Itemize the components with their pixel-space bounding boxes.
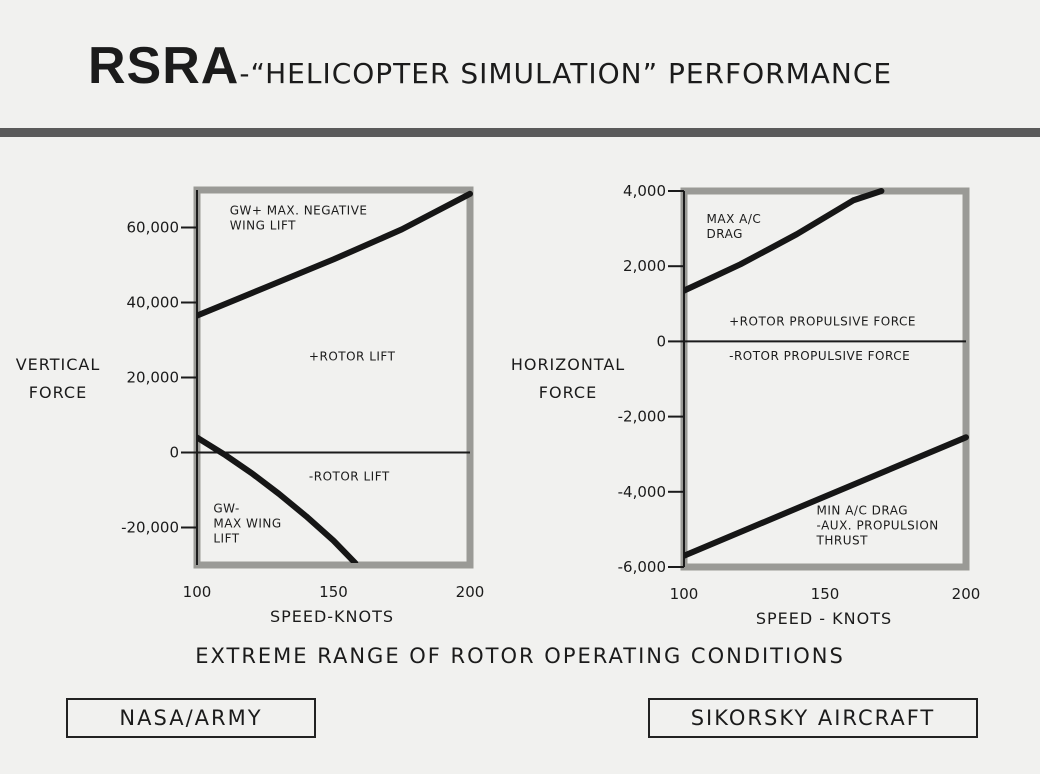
y-tick-label: -6,000	[618, 558, 666, 576]
series-line-1	[197, 190, 473, 319]
y-tick-label: -20,000	[121, 519, 179, 537]
annotation-text: GW+ MAX. NEGATIVE	[230, 203, 368, 217]
series-line-2	[684, 434, 969, 559]
x-tick-label: 100	[183, 583, 212, 601]
y-axis-label: HORIZONTAL	[511, 355, 625, 374]
y-tick-label: 2,000	[623, 257, 666, 275]
x-axis-label: SPEED-KNOTS	[270, 607, 394, 626]
annotation-text: GW-	[213, 502, 240, 516]
y-tick-label: 60,000	[127, 219, 180, 237]
annotation-text: +ROTOR LIFT	[309, 350, 396, 364]
annotation-text: LIFT	[213, 532, 239, 546]
credit-nasa-army: NASA/ARMY	[66, 698, 316, 738]
y-tick-label: -4,000	[618, 483, 666, 501]
annotation-text: DRAG	[707, 227, 743, 241]
annotation-text: MAX WING	[213, 517, 281, 531]
title-divider	[0, 128, 1040, 137]
annotation-text: -ROTOR PROPULSIVE FORCE	[729, 349, 910, 363]
vertical-force-chart: 60,000 40,000 20,000 0 -20,000 100 150 200 SPEED…	[16, 186, 485, 626]
y-tick-label: 40,000	[127, 294, 180, 312]
y-tick-label: 20,000	[127, 369, 180, 387]
x-tick-label: 200	[456, 583, 485, 601]
x-tick-label: 150	[319, 583, 348, 601]
title-acronym: RSRA	[88, 37, 240, 95]
y-tick-label: -2,000	[618, 408, 666, 426]
y-tick-label: 4,000	[623, 182, 666, 200]
series-line-1	[684, 188, 885, 294]
x-tick-label: 150	[811, 585, 840, 603]
series-line-2	[197, 434, 359, 563]
y-axis-label: VERTICAL	[16, 355, 101, 374]
credit-sikorsky: SIKORSKY AIRCRAFT	[648, 698, 978, 738]
slide-title: RSRA-“HELICOPTER SIMULATION” PERFORMANCE	[88, 36, 892, 96]
y-axis-label: FORCE	[29, 383, 87, 402]
title-subtitle: -“HELICOPTER SIMULATION” PERFORMANCE	[239, 57, 893, 90]
annotation-text: MAX A/C	[707, 212, 762, 226]
x-tick-label: 100	[670, 585, 699, 603]
annotation-text: -AUX. PROPULSION	[817, 518, 939, 532]
annotation-text: MIN A/C DRAG	[817, 503, 909, 517]
annotation-text: WING LIFT	[230, 218, 296, 232]
y-axis-label: FORCE	[539, 383, 597, 402]
caption: EXTREME RANGE OF ROTOR OPERATING CONDITI…	[195, 644, 845, 668]
annotation-text: -ROTOR LIFT	[309, 470, 390, 484]
y-tick-label: 0	[169, 444, 179, 462]
annotation-text: THRUST	[816, 533, 869, 547]
annotation-text: +ROTOR PROPULSIVE FORCE	[729, 315, 916, 329]
y-tick-label: 0	[656, 332, 666, 350]
x-axis-label: SPEED - KNOTS	[756, 609, 892, 628]
x-tick-label: 200	[952, 585, 981, 603]
